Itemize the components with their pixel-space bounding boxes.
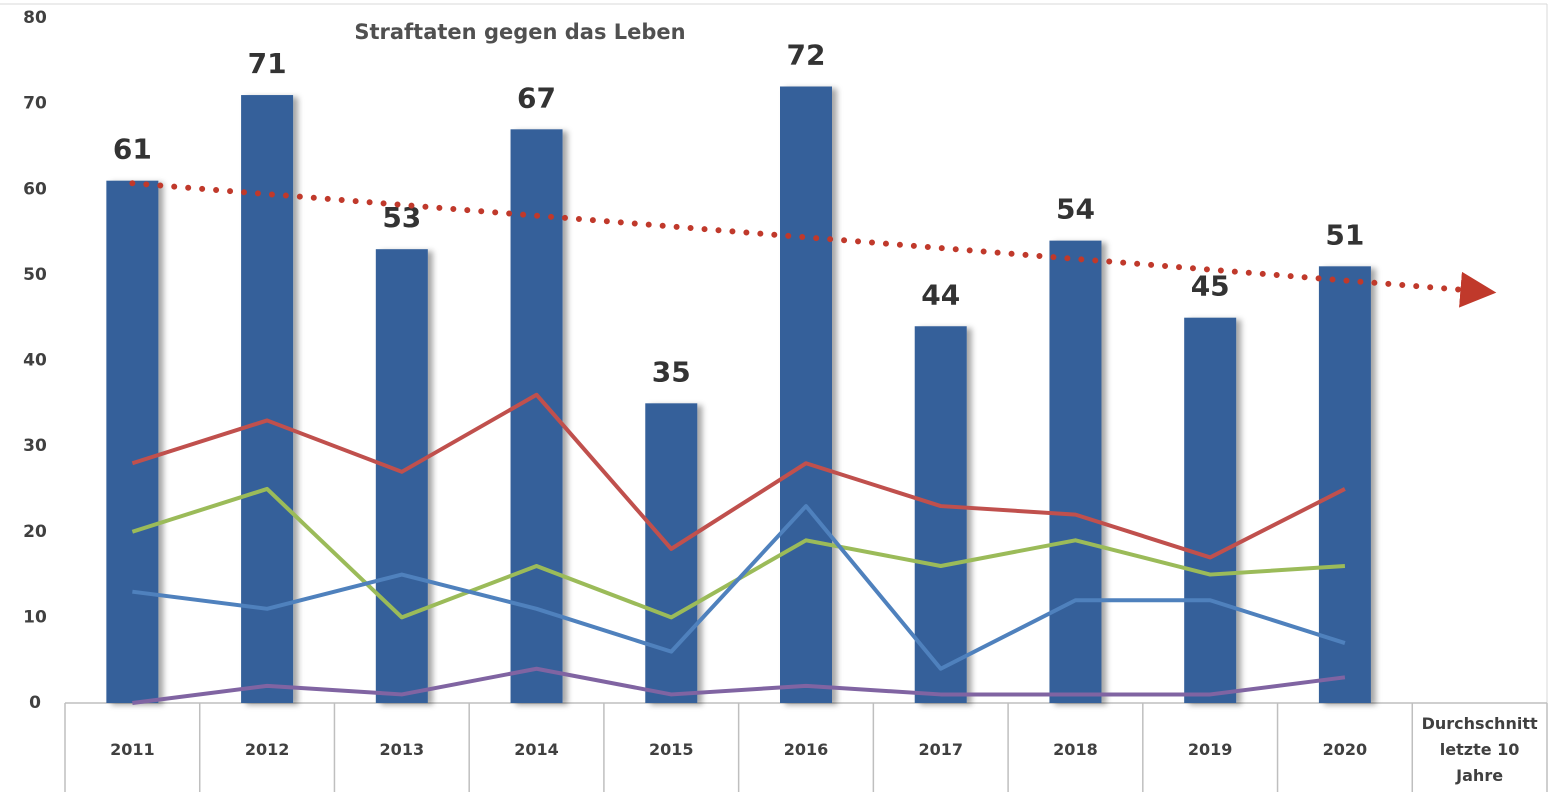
- bar: [241, 95, 294, 703]
- bar: [914, 326, 967, 703]
- x-tick-cell: 2017: [918, 739, 963, 759]
- x-tick-label: 2017: [918, 739, 963, 759]
- bar: [375, 249, 428, 703]
- x-tick-label: 2013: [379, 739, 425, 759]
- data-label: 51: [1325, 218, 1364, 251]
- y-tick-label: 60: [23, 179, 47, 199]
- x-tick-cell: 2013: [379, 739, 425, 759]
- x-tick-cell: Durchschnitt letzte 10 Jahre: [1421, 713, 1538, 785]
- data-label: 45: [1191, 270, 1230, 303]
- bar: [780, 86, 832, 703]
- bar: [1184, 317, 1237, 703]
- line-series: [132, 666, 1346, 705]
- x-tick-label: 2019: [1187, 739, 1233, 759]
- x-tick-label: Durchschnitt letzte 10 Jahre: [1421, 713, 1538, 785]
- data-label: 44: [921, 278, 960, 311]
- x-tick-label: 2015: [649, 739, 694, 759]
- line-series: [131, 392, 1346, 560]
- x-tick-cell: 2016: [783, 739, 829, 759]
- bar: [645, 403, 698, 703]
- bar: [1049, 240, 1102, 703]
- x-tick-label: 2012: [244, 739, 290, 759]
- data-label: 53: [382, 201, 421, 234]
- line-series: [132, 504, 1346, 671]
- data-label: 67: [517, 81, 556, 114]
- x-tick-cell: 2020: [1322, 739, 1368, 759]
- y-tick-label: 10: [23, 607, 47, 627]
- x-tick-label: 2014: [514, 739, 559, 759]
- x-tick-cell: 2011: [110, 739, 155, 759]
- data-label: 61: [113, 133, 152, 166]
- x-tick-label: 2020: [1322, 739, 1368, 759]
- y-tick-label: 40: [23, 351, 47, 371]
- x-tick-label: 2011: [110, 739, 155, 759]
- x-tick-cell: 2014: [514, 739, 559, 759]
- y-tick-label: 80: [23, 8, 47, 28]
- x-tick-label: 2016: [783, 739, 829, 759]
- data-label: 54: [1056, 193, 1095, 226]
- y-tick-label: 30: [23, 436, 47, 456]
- trend-line: [129, 180, 1497, 308]
- data-label: 72: [787, 39, 826, 72]
- y-tick-label: 50: [23, 265, 47, 285]
- y-tick-label: 0: [29, 693, 41, 713]
- x-tick-cell: 2018: [1053, 739, 1098, 759]
- x-tick-label: 2018: [1053, 739, 1098, 759]
- y-tick-label: 70: [23, 94, 47, 114]
- chart-title: Straftaten gegen das Leben: [354, 20, 685, 44]
- data-label: 35: [652, 355, 691, 388]
- y-tick-label: 20: [23, 522, 47, 542]
- x-tick-cell: 2012: [244, 739, 290, 759]
- bar: [1318, 266, 1371, 703]
- x-tick-cell: 2019: [1187, 739, 1233, 759]
- x-tick-cell: 2015: [649, 739, 694, 759]
- bar: [106, 180, 159, 703]
- data-label: 71: [248, 47, 287, 80]
